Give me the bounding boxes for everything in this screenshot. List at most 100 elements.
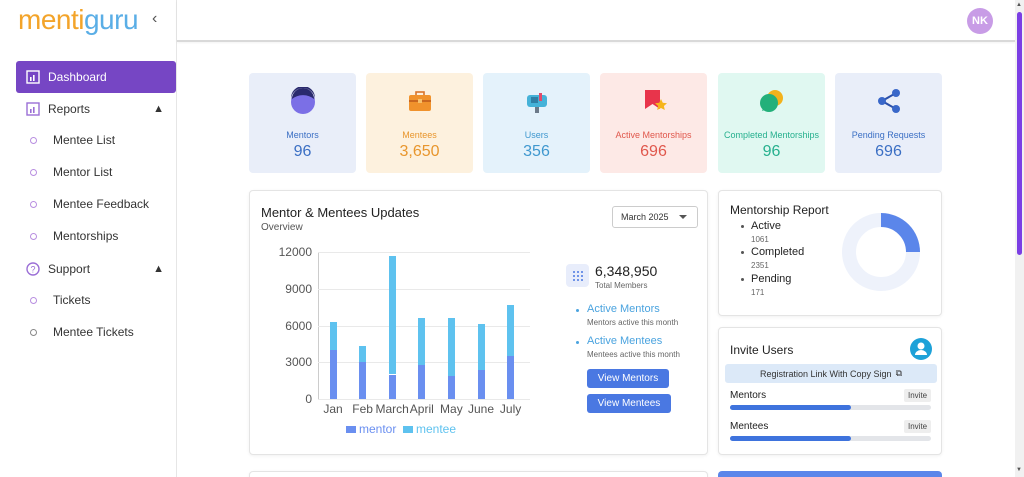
bottom-card-right bbox=[718, 471, 942, 477]
sidebar-item-mentorships[interactable]: Mentorships bbox=[30, 226, 118, 246]
sidebar-item-mentee-list[interactable]: Mentee List bbox=[30, 130, 115, 150]
mentor-avatar-icon bbox=[291, 87, 315, 114]
avatar[interactable]: NK bbox=[967, 8, 993, 34]
bar-mentee bbox=[507, 304, 515, 357]
logo-text-part1: menti bbox=[18, 4, 84, 35]
bullet-icon bbox=[576, 341, 579, 344]
x-tick-label: March bbox=[375, 402, 409, 416]
sidebar-item-tickets[interactable]: Tickets bbox=[30, 290, 91, 310]
sidebar-item-label: Reports bbox=[48, 102, 91, 116]
user-icon[interactable] bbox=[910, 338, 932, 360]
x-tick-label: July bbox=[499, 402, 522, 416]
report-title: Mentorship Report bbox=[730, 203, 829, 217]
x-tick-label: May bbox=[440, 402, 463, 416]
dashboard-icon bbox=[26, 70, 40, 84]
bullet-icon bbox=[741, 278, 744, 281]
x-tick-label: Jan bbox=[323, 402, 343, 416]
briefcase-icon bbox=[409, 91, 431, 111]
stat-card-pending-requests[interactable]: Pending Requests 696 bbox=[835, 73, 942, 173]
bullet-icon bbox=[30, 136, 37, 144]
stat-card-active-mentorships[interactable]: Active Mentorships 696 bbox=[600, 73, 707, 173]
legend-item-mentor: mentor bbox=[346, 422, 396, 436]
updates-title: Mentor & Mentees Updates bbox=[261, 205, 420, 220]
stat-value: 3,650 bbox=[399, 143, 440, 160]
sidebar-item-reports[interactable]: Reports ▲ bbox=[16, 93, 176, 125]
sidebar-item-mentor-list[interactable]: Mentor List bbox=[30, 162, 112, 182]
sidebar-item-label: Mentee Tickets bbox=[53, 325, 134, 339]
grid-dots-icon bbox=[572, 270, 583, 281]
bullet-icon bbox=[30, 168, 37, 176]
legend-label: mentee bbox=[416, 422, 457, 436]
total-members-label: Total Members bbox=[595, 281, 648, 290]
view-mentors-button[interactable]: View Mentors bbox=[587, 369, 669, 388]
bar-mentee bbox=[447, 318, 455, 376]
grid-line bbox=[318, 288, 530, 290]
invite-mentees-label: Mentees bbox=[730, 421, 769, 432]
chat-bubbles-icon bbox=[760, 90, 783, 112]
report-donut-chart bbox=[842, 213, 920, 291]
view-mentees-button[interactable]: View Mentees bbox=[587, 394, 671, 413]
copy-icon[interactable]: ⧉ bbox=[895, 368, 902, 378]
help-icon: ? bbox=[26, 262, 40, 276]
month-select-value: March 2025 bbox=[621, 212, 669, 222]
scroll-up-icon[interactable]: ▲ bbox=[1016, 2, 1022, 8]
stat-value: 96 bbox=[293, 143, 312, 160]
bar-mentor bbox=[418, 364, 426, 399]
x-tick-label: Feb bbox=[352, 402, 373, 416]
bar-mentee bbox=[388, 255, 396, 375]
logo-text-part2: guru bbox=[83, 4, 139, 35]
sidebar-item-label: Mentee Feedback bbox=[53, 197, 150, 211]
sidebar-item-support[interactable]: ? Support ▲ bbox=[16, 253, 176, 285]
month-select[interactable]: March 2025 bbox=[612, 206, 698, 228]
scroll-down-icon[interactable]: ▼ bbox=[1016, 467, 1022, 473]
chevron-up-icon[interactable]: ▲ bbox=[153, 263, 164, 275]
updates-card: Mentor & Mentees Updates Overview March … bbox=[249, 190, 708, 455]
active-mentors-desc: Mentors active this month bbox=[587, 318, 679, 327]
report-completed-label: Completed bbox=[751, 246, 805, 258]
stat-label: Mentees bbox=[402, 130, 437, 140]
chevron-up-icon[interactable]: ▲ bbox=[153, 103, 164, 115]
chevron-left-icon[interactable]: ‹ bbox=[152, 10, 158, 27]
legend-swatch bbox=[403, 425, 413, 433]
stat-card-completed-mentorships[interactable]: Completed Mentorships 96 bbox=[718, 73, 825, 173]
invite-mentors-label: Mentors bbox=[730, 390, 767, 401]
stat-card-mentors[interactable]: Mentors 96 bbox=[249, 73, 356, 173]
x-tick-label: April bbox=[409, 402, 434, 416]
registration-link-text: Registration Link With Copy Sign bbox=[760, 368, 892, 379]
main-content: Mentors 96 Mentees 3,650 Users 356 Activ… bbox=[177, 44, 1015, 477]
sidebar-item-label: Dashboard bbox=[48, 70, 107, 84]
grid-line bbox=[318, 252, 530, 253]
sidebar-item-label: Mentorships bbox=[53, 229, 119, 243]
scrollbar-thumb[interactable] bbox=[1017, 12, 1022, 255]
y-tick-label: 0 bbox=[305, 392, 312, 406]
sidebar: mentiguru ‹ Dashboard Reports ▲ Mentee L… bbox=[0, 0, 177, 477]
legend-swatch bbox=[346, 425, 356, 433]
report-active-value: 1061 bbox=[751, 235, 769, 244]
stat-label: Mentors bbox=[286, 130, 319, 140]
bar-mentor bbox=[447, 375, 455, 399]
report-completed-value: 2351 bbox=[751, 261, 769, 270]
vertical-scrollbar[interactable]: ▲ ▼ bbox=[1015, 0, 1024, 477]
progress-fill bbox=[730, 405, 851, 410]
bottom-card-left bbox=[249, 471, 708, 477]
sidebar-item-mentee-tickets[interactable]: Mentee Tickets bbox=[30, 322, 134, 342]
app-logo[interactable]: mentiguru bbox=[18, 4, 139, 36]
stat-card-mentees[interactable]: Mentees 3,650 bbox=[366, 73, 473, 173]
legend-label: mentor bbox=[359, 422, 397, 436]
ribbon-star-icon bbox=[645, 90, 667, 110]
chevron-down-icon bbox=[679, 215, 687, 219]
legend-item-mentee: mentee bbox=[403, 422, 456, 436]
sidebar-item-mentee-feedback[interactable]: Mentee Feedback bbox=[30, 194, 149, 214]
stat-value: 356 bbox=[523, 143, 550, 160]
mentorship-report-card: Mentorship Report Active 1061 Completed … bbox=[718, 190, 942, 316]
bar-mentor bbox=[388, 374, 396, 399]
bar-mentor bbox=[329, 350, 337, 399]
stat-card-users[interactable]: Users 356 bbox=[483, 73, 590, 173]
report-pending-label: Pending bbox=[751, 273, 792, 285]
sidebar-item-dashboard[interactable]: Dashboard bbox=[16, 61, 176, 93]
invite-users-card: Invite Users Registration Link With Copy… bbox=[718, 327, 942, 455]
registration-link[interactable]: Registration Link With Copy Sign ⧉ bbox=[725, 364, 937, 383]
share-icon bbox=[878, 89, 900, 113]
invite-mentors-button[interactable]: Invite bbox=[904, 389, 932, 402]
invite-mentees-button[interactable]: Invite bbox=[904, 420, 932, 433]
